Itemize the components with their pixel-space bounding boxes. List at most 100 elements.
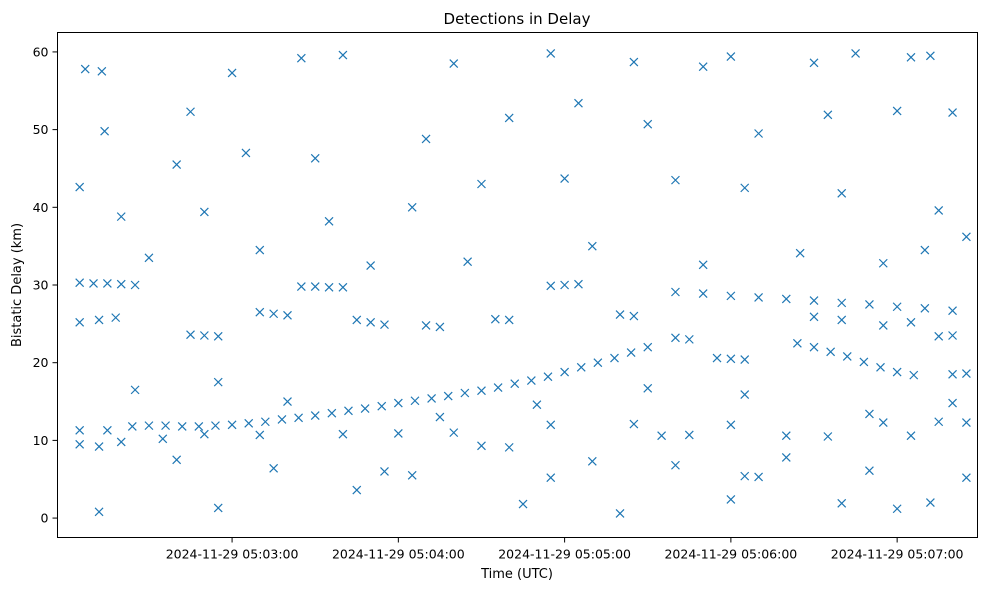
data-point (449, 428, 459, 438)
data-point (172, 160, 182, 170)
data-point (186, 330, 195, 340)
data-point (587, 241, 597, 251)
data-point (615, 508, 625, 518)
data-point (876, 362, 885, 372)
data-point (837, 298, 847, 308)
data-point (490, 314, 500, 324)
data-point (560, 367, 570, 377)
data-point (477, 441, 486, 451)
chart-title: Detections in Delay (444, 10, 591, 28)
data-point (338, 282, 348, 292)
data-point (726, 495, 736, 504)
data-point (199, 207, 209, 217)
data-point (199, 331, 209, 340)
data-point (560, 280, 570, 290)
data-point (842, 352, 852, 361)
data-point (948, 331, 957, 340)
data-point (526, 376, 536, 385)
y-axis-label: Bistatic Delay (km) (10, 223, 25, 347)
data-point (851, 49, 860, 58)
data-point (961, 232, 971, 242)
data-point (463, 257, 473, 267)
data-point (740, 355, 750, 365)
data-point (94, 507, 104, 517)
data-point (380, 320, 389, 330)
data-point (366, 317, 376, 327)
data-point (934, 331, 944, 341)
data-point (255, 245, 265, 255)
data-point (629, 57, 639, 67)
data-point (684, 334, 694, 344)
data-point (576, 362, 586, 372)
data-point (878, 418, 888, 427)
y-tick-label: 50 (33, 122, 49, 137)
data-point (892, 302, 902, 312)
data-point (510, 379, 520, 389)
data-point (283, 397, 292, 406)
data-point (754, 472, 764, 482)
data-point (144, 421, 154, 431)
data-point (360, 404, 370, 413)
data-point (698, 62, 708, 72)
data-point (102, 425, 112, 435)
data-point (294, 413, 304, 423)
data-point (421, 320, 431, 330)
data-point (837, 188, 847, 198)
data-point (244, 418, 254, 428)
data-point (460, 388, 470, 398)
data-point (518, 499, 528, 509)
data-point (75, 317, 85, 327)
data-point (532, 400, 542, 410)
y-tick-label: 10 (33, 433, 49, 448)
data-point (792, 338, 802, 348)
data-point (906, 431, 916, 441)
x-tick-label: 2024-11-29 05:07:00 (831, 547, 964, 562)
data-point (837, 315, 847, 325)
data-point (111, 313, 121, 323)
data-point (615, 310, 625, 319)
data-point (657, 431, 667, 441)
data-point (546, 473, 556, 483)
data-point (671, 460, 680, 470)
data-point (296, 53, 306, 63)
data-point (310, 411, 320, 420)
data-point (380, 467, 389, 476)
data-point (97, 66, 107, 76)
data-point (740, 183, 750, 193)
data-point (643, 342, 653, 352)
data-point (427, 394, 437, 403)
data-point (102, 279, 112, 288)
data-point (199, 429, 209, 439)
data-point (407, 470, 417, 480)
data-point (837, 498, 847, 508)
data-point (712, 353, 722, 363)
data-point (754, 129, 764, 138)
data-point (781, 453, 791, 462)
data-point (172, 455, 182, 465)
data-point (324, 282, 334, 292)
data-point (587, 456, 597, 466)
data-point (684, 430, 694, 440)
data-point (116, 437, 126, 447)
data-point (100, 126, 110, 136)
data-point (161, 421, 170, 431)
data-point (130, 385, 140, 395)
data-point (920, 245, 930, 255)
data-point (344, 406, 353, 416)
data-point (504, 315, 514, 325)
data-point (906, 317, 916, 327)
data-point (546, 420, 556, 430)
data-point (934, 205, 944, 215)
data-point (925, 498, 935, 507)
data-point (740, 390, 750, 399)
data-point (75, 439, 85, 449)
data-point (75, 425, 85, 435)
data-point (393, 428, 403, 438)
data-point (610, 353, 619, 363)
data-point (241, 148, 251, 158)
data-point (726, 52, 736, 62)
data-point (671, 333, 680, 343)
data-point (909, 370, 919, 380)
data-point (948, 306, 957, 316)
